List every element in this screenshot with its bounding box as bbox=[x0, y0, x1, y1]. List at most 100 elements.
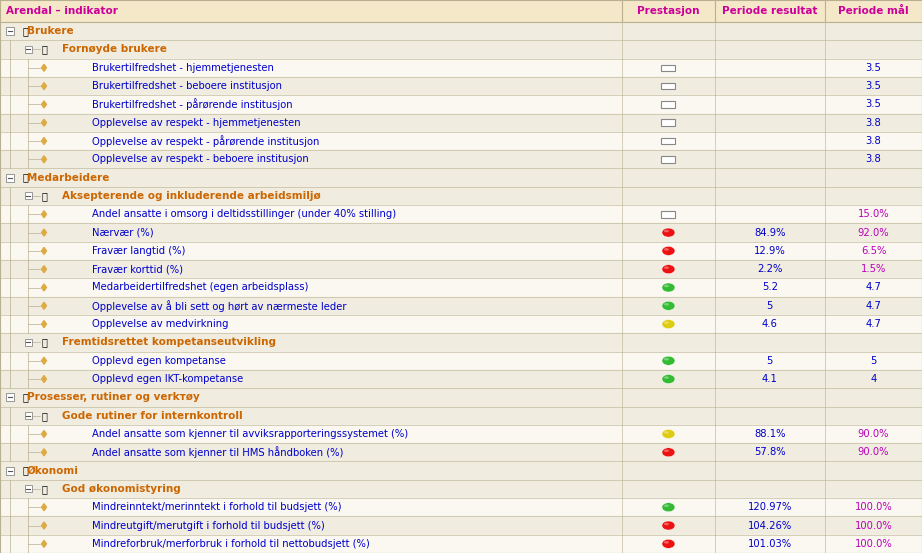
Text: 101.03%: 101.03% bbox=[748, 539, 792, 549]
Bar bbox=[25, 412, 31, 419]
Polygon shape bbox=[41, 522, 46, 529]
Text: 100.0%: 100.0% bbox=[855, 520, 892, 530]
Polygon shape bbox=[41, 302, 46, 309]
Text: 3.8: 3.8 bbox=[866, 118, 881, 128]
Ellipse shape bbox=[664, 450, 669, 452]
Bar bbox=[0, 388, 922, 406]
Text: Fravær langtid (%): Fravær langtid (%) bbox=[92, 246, 185, 256]
Ellipse shape bbox=[664, 504, 669, 507]
Text: Aksepterende og inkluderende arbeidsmiljø: Aksepterende og inkluderende arbeidsmilj… bbox=[62, 191, 321, 201]
Text: Andel ansatte i omsorg i deltidsstillinger (under 40% stilling): Andel ansatte i omsorg i deltidsstilling… bbox=[92, 209, 396, 219]
Text: 🕶: 🕶 bbox=[22, 466, 28, 476]
Bar bbox=[0, 315, 922, 333]
FancyBboxPatch shape bbox=[661, 156, 676, 163]
FancyBboxPatch shape bbox=[661, 138, 676, 144]
Polygon shape bbox=[41, 321, 46, 327]
Text: 🕶: 🕶 bbox=[22, 393, 28, 403]
Bar bbox=[0, 333, 922, 352]
Bar bbox=[0, 443, 922, 461]
Text: Mindreinntekt/merinntekt i forhold til budsjett (%): Mindreinntekt/merinntekt i forhold til b… bbox=[92, 502, 341, 512]
Polygon shape bbox=[41, 64, 46, 71]
Ellipse shape bbox=[664, 541, 669, 544]
Ellipse shape bbox=[664, 248, 669, 251]
Text: Medarbeidertilfredshet (egen arbeidsplass): Medarbeidertilfredshet (egen arbeidsplas… bbox=[92, 283, 308, 293]
Text: Opplevelse av respekt - pårørende institusjon: Opplevelse av respekt - pårørende instit… bbox=[92, 135, 319, 147]
Bar bbox=[0, 187, 922, 205]
Ellipse shape bbox=[662, 448, 675, 457]
Bar bbox=[0, 223, 922, 242]
Polygon shape bbox=[41, 247, 46, 254]
Text: 4.1: 4.1 bbox=[762, 374, 778, 384]
Text: 15.0%: 15.0% bbox=[857, 209, 890, 219]
Bar bbox=[0, 132, 922, 150]
Ellipse shape bbox=[662, 539, 675, 549]
Ellipse shape bbox=[662, 228, 675, 237]
Text: 🕶: 🕶 bbox=[22, 26, 28, 36]
Text: 4.7: 4.7 bbox=[866, 283, 881, 293]
Text: Fravær korttid (%): Fravær korttid (%) bbox=[92, 264, 183, 274]
Text: Periode mål: Periode mål bbox=[838, 6, 909, 16]
Bar bbox=[0, 0, 922, 22]
Bar bbox=[0, 296, 922, 315]
Polygon shape bbox=[41, 82, 46, 90]
Text: 👍: 👍 bbox=[42, 191, 48, 201]
Text: Arendal – indikator: Arendal – indikator bbox=[6, 6, 118, 16]
Bar bbox=[6, 174, 14, 181]
Text: Opplevelse av respekt - beboere institusjon: Opplevelse av respekt - beboere institus… bbox=[92, 154, 309, 164]
Polygon shape bbox=[41, 430, 46, 437]
Text: Opplevelse av medvirkning: Opplevelse av medvirkning bbox=[92, 319, 229, 329]
Bar bbox=[0, 260, 922, 278]
Bar bbox=[6, 467, 14, 474]
Bar bbox=[0, 95, 922, 113]
Text: 5: 5 bbox=[767, 356, 773, 366]
Text: 100.0%: 100.0% bbox=[855, 502, 892, 512]
Text: Mindreforbruk/merforbruk i forhold til nettobudsjett (%): Mindreforbruk/merforbruk i forhold til n… bbox=[92, 539, 370, 549]
Text: 3.5: 3.5 bbox=[866, 63, 881, 73]
Text: 100.0%: 100.0% bbox=[855, 539, 892, 549]
Text: 👍: 👍 bbox=[42, 44, 48, 54]
Ellipse shape bbox=[664, 230, 669, 232]
Text: 5: 5 bbox=[870, 356, 877, 366]
Ellipse shape bbox=[662, 283, 675, 292]
Bar bbox=[0, 242, 922, 260]
Bar bbox=[0, 352, 922, 370]
Text: 👍: 👍 bbox=[42, 484, 48, 494]
Ellipse shape bbox=[664, 376, 669, 379]
Bar bbox=[0, 370, 922, 388]
Polygon shape bbox=[41, 229, 46, 236]
Text: Prestasjon: Prestasjon bbox=[637, 6, 700, 16]
Polygon shape bbox=[41, 375, 46, 383]
Text: 90.0%: 90.0% bbox=[857, 447, 890, 457]
Text: Økonomi: Økonomi bbox=[27, 466, 79, 476]
Text: God økonomistyring: God økonomistyring bbox=[62, 484, 181, 494]
Text: Brukertilfredshet - beboere institusjon: Brukertilfredshet - beboere institusjon bbox=[92, 81, 282, 91]
Bar bbox=[6, 393, 14, 401]
Ellipse shape bbox=[662, 503, 675, 512]
Text: 104.26%: 104.26% bbox=[748, 520, 792, 530]
Text: Nærvær (%): Nærvær (%) bbox=[92, 228, 154, 238]
Polygon shape bbox=[41, 156, 46, 163]
Text: 1.5%: 1.5% bbox=[861, 264, 886, 274]
Text: Prosesser, rutiner og verkтøy: Prosesser, rutiner og verkтøy bbox=[27, 393, 200, 403]
FancyBboxPatch shape bbox=[661, 83, 676, 90]
FancyBboxPatch shape bbox=[661, 211, 676, 217]
Text: Opplevd egen kompetanse: Opplevd egen kompetanse bbox=[92, 356, 226, 366]
Text: 2.2%: 2.2% bbox=[757, 264, 783, 274]
Text: 👍: 👍 bbox=[42, 337, 48, 347]
Text: Gode rutiner for internkontroll: Gode rutiner for internkontroll bbox=[62, 411, 242, 421]
Polygon shape bbox=[41, 119, 46, 126]
Ellipse shape bbox=[664, 321, 669, 324]
Ellipse shape bbox=[662, 356, 675, 365]
Polygon shape bbox=[41, 504, 46, 511]
Polygon shape bbox=[41, 540, 46, 547]
Ellipse shape bbox=[662, 247, 675, 255]
Bar bbox=[0, 169, 922, 187]
Ellipse shape bbox=[664, 267, 669, 269]
Text: 5: 5 bbox=[767, 301, 773, 311]
Bar bbox=[0, 150, 922, 169]
Ellipse shape bbox=[662, 430, 675, 439]
Text: Fremtidsrettet kompetanseutvikling: Fremtidsrettet kompetanseutvikling bbox=[62, 337, 276, 347]
Polygon shape bbox=[41, 284, 46, 291]
FancyBboxPatch shape bbox=[661, 119, 676, 126]
Text: 120.97%: 120.97% bbox=[748, 502, 792, 512]
